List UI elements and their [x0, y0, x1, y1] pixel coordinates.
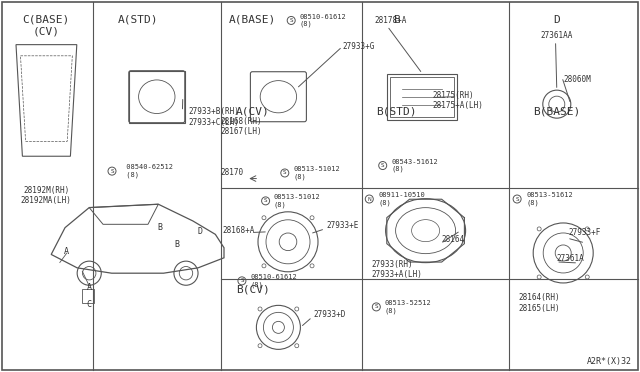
Circle shape	[262, 197, 269, 205]
Circle shape	[287, 16, 295, 25]
Text: D: D	[197, 227, 202, 235]
Text: S: S	[381, 163, 385, 168]
Text: 27361AA: 27361AA	[541, 31, 573, 40]
Text: C(BASE)
(CV): C(BASE) (CV)	[22, 15, 70, 36]
Circle shape	[281, 169, 289, 177]
Text: B: B	[175, 240, 180, 249]
Text: S: S	[374, 304, 378, 310]
Text: B: B	[394, 15, 400, 25]
Text: S: S	[289, 18, 293, 23]
Text: A: A	[64, 247, 69, 256]
Circle shape	[379, 161, 387, 170]
Text: 27933+F: 27933+F	[568, 228, 601, 237]
Circle shape	[365, 195, 373, 203]
Text: S: S	[283, 170, 287, 176]
Text: 08540-62512
 (8): 08540-62512 (8)	[122, 164, 173, 178]
Text: 28178+A: 28178+A	[374, 16, 407, 25]
Text: 27933(RH)
27933+A(LH): 27933(RH) 27933+A(LH)	[371, 260, 422, 279]
Text: 08513-51012
(8): 08513-51012 (8)	[274, 194, 321, 208]
Text: B(BASE): B(BASE)	[533, 106, 580, 116]
Circle shape	[513, 195, 521, 203]
Text: 28175(RH)
28175+A(LH): 28175(RH) 28175+A(LH)	[432, 91, 483, 110]
Text: 08513-52512
(8): 08513-52512 (8)	[385, 300, 431, 314]
Text: B(STD): B(STD)	[376, 106, 417, 116]
Text: 27933+D: 27933+D	[314, 310, 346, 319]
Text: N: N	[367, 196, 371, 202]
Bar	[83, 289, 95, 303]
Text: S: S	[264, 198, 268, 203]
Text: 27933+G: 27933+G	[342, 42, 375, 51]
Text: A(CV): A(CV)	[236, 106, 269, 116]
Circle shape	[108, 167, 116, 175]
Text: 08543-51612
(8): 08543-51612 (8)	[392, 159, 438, 172]
Text: 28192M(RH)
28192MA(LH): 28192M(RH) 28192MA(LH)	[20, 186, 72, 205]
Text: 28164: 28164	[442, 235, 465, 244]
Text: 08510-61612
(8): 08510-61612 (8)	[251, 274, 298, 288]
Text: A(STD): A(STD)	[117, 15, 158, 25]
Circle shape	[238, 277, 246, 285]
Bar	[390, 77, 454, 117]
Bar	[129, 71, 185, 123]
Text: S: S	[110, 169, 114, 174]
Text: 27361A: 27361A	[557, 254, 584, 263]
Text: 27933+B(RH)
27933+C(LH): 27933+B(RH) 27933+C(LH)	[189, 108, 239, 127]
Text: B(CV): B(CV)	[236, 285, 269, 295]
Text: A: A	[86, 283, 92, 292]
Text: S: S	[240, 278, 244, 283]
Circle shape	[372, 303, 380, 311]
Text: A2R*(X)32: A2R*(X)32	[587, 357, 632, 366]
Text: 27933+E: 27933+E	[326, 221, 359, 230]
Text: 28168(RH)
28167(LH): 28168(RH) 28167(LH)	[221, 117, 262, 136]
Text: B: B	[157, 223, 163, 232]
Text: S: S	[515, 196, 519, 202]
Text: 28164(RH)
28165(LH): 28164(RH) 28165(LH)	[518, 294, 560, 313]
Text: 08513-51612
(8): 08513-51612 (8)	[526, 192, 573, 206]
Text: 28060M: 28060M	[563, 76, 591, 84]
Text: A(BASE): A(BASE)	[229, 15, 276, 25]
Text: 28170: 28170	[221, 169, 244, 177]
Text: C: C	[86, 300, 92, 309]
Text: 08513-51012
(8): 08513-51012 (8)	[293, 166, 340, 180]
Text: 08510-61612
(8): 08510-61612 (8)	[300, 14, 346, 27]
Text: 28168+A: 28168+A	[223, 226, 255, 235]
Text: D: D	[554, 15, 560, 25]
Text: 08911-10510
(8): 08911-10510 (8)	[378, 192, 425, 206]
Bar	[387, 74, 458, 120]
